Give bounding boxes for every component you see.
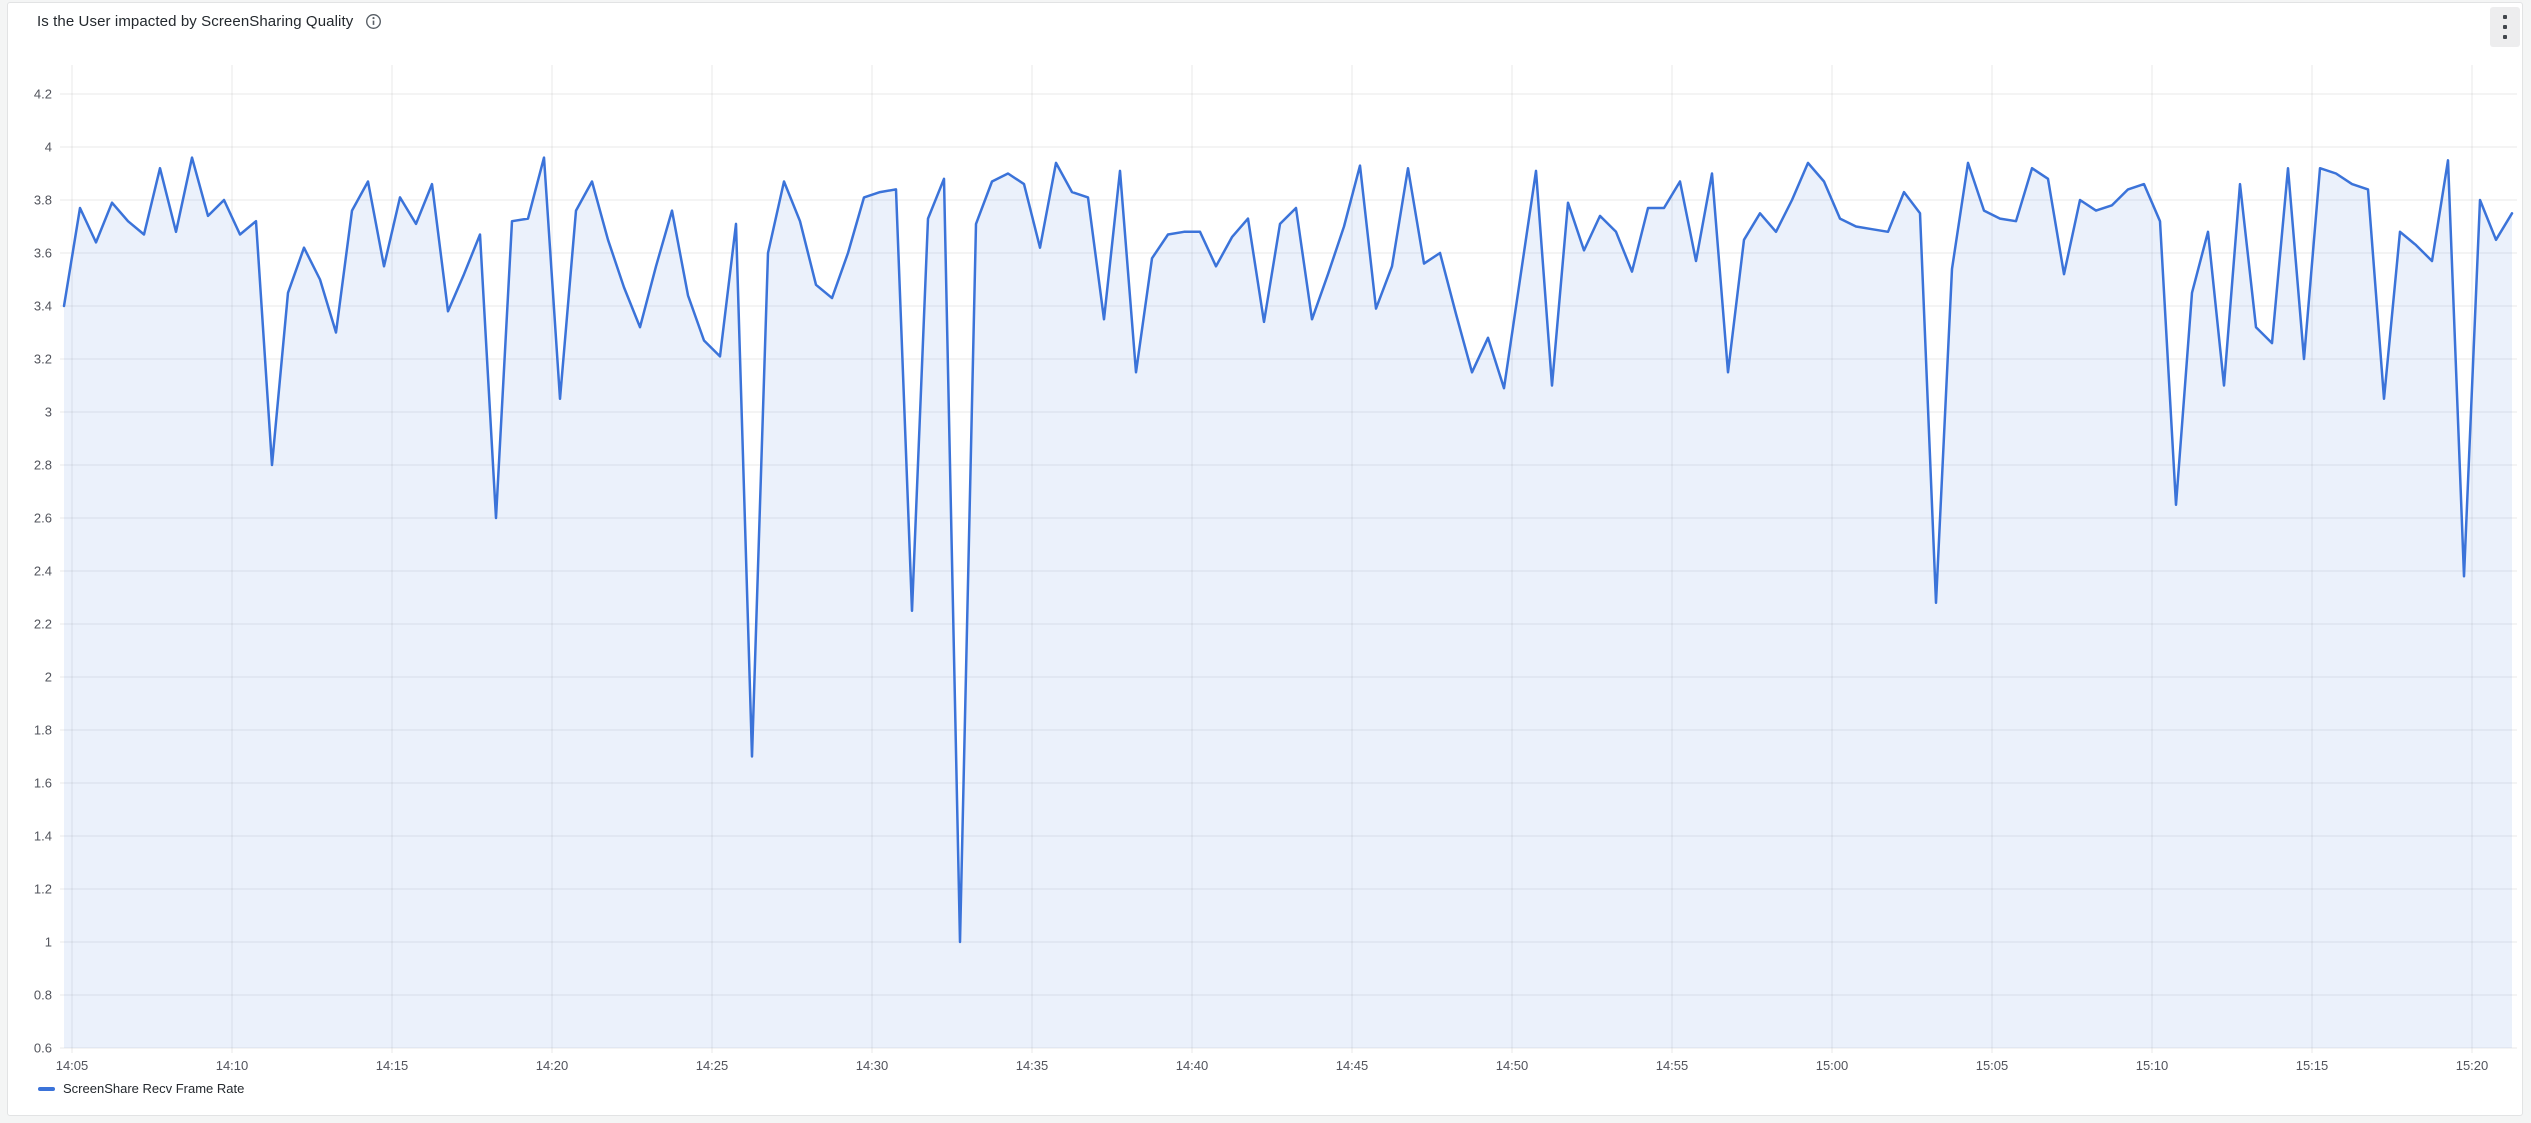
panel-menu-button[interactable] [2490,7,2520,47]
legend: ScreenShare Recv Frame Rate [38,1081,244,1096]
svg-text:14:45: 14:45 [1336,1058,1369,1073]
svg-text:0.6: 0.6 [34,1041,52,1056]
timeseries-chart[interactable]: 14:05 14:10 14:15 14:20 14:25 14:30 14:35 14:40… [8,3,2524,1117]
svg-text:15:15: 15:15 [2296,1058,2329,1073]
svg-text:15:05: 15:05 [1976,1058,2009,1073]
svg-text:1.4: 1.4 [34,829,52,844]
svg-text:1.6: 1.6 [34,776,52,791]
panel-header: Is the User impacted by ScreenSharing Qu… [8,3,2522,39]
svg-text:2.2: 2.2 [34,617,52,632]
grafana-panel: Is the User impacted by ScreenSharing Qu… [7,2,2523,1116]
svg-text:14:40: 14:40 [1176,1058,1209,1073]
svg-text:3.2: 3.2 [34,352,52,367]
svg-text:4.2: 4.2 [34,87,52,102]
svg-text:1: 1 [45,935,52,950]
svg-text:4: 4 [45,140,52,155]
svg-text:15:20: 15:20 [2456,1058,2489,1073]
svg-text:15:00: 15:00 [1816,1058,1849,1073]
panel-title[interactable]: Is the User impacted by ScreenSharing Qu… [37,12,354,30]
svg-text:3.4: 3.4 [34,299,52,314]
svg-text:14:55: 14:55 [1656,1058,1689,1073]
info-circle-icon[interactable] [365,13,382,30]
svg-text:1.8: 1.8 [34,723,52,738]
svg-text:14:15: 14:15 [376,1058,409,1073]
svg-text:14:10: 14:10 [216,1058,249,1073]
svg-text:15:10: 15:10 [2136,1058,2169,1073]
svg-text:2.8: 2.8 [34,458,52,473]
svg-text:0.8: 0.8 [34,988,52,1003]
legend-series-label[interactable]: ScreenShare Recv Frame Rate [63,1081,245,1096]
svg-text:14:30: 14:30 [856,1058,889,1073]
svg-text:2.6: 2.6 [34,511,52,526]
legend-color-dash [38,1086,55,1091]
svg-text:14:35: 14:35 [1016,1058,1049,1073]
kebab-menu-icon [2503,15,2507,19]
svg-text:2: 2 [45,670,52,685]
svg-text:14:05: 14:05 [56,1058,89,1073]
svg-text:2.4: 2.4 [34,564,52,579]
svg-text:3.8: 3.8 [34,193,52,208]
svg-text:3: 3 [45,405,52,420]
svg-text:14:25: 14:25 [696,1058,729,1073]
svg-text:14:50: 14:50 [1496,1058,1529,1073]
svg-text:1.2: 1.2 [34,882,52,897]
svg-text:3.6: 3.6 [34,246,52,261]
svg-text:14:20: 14:20 [536,1058,569,1073]
